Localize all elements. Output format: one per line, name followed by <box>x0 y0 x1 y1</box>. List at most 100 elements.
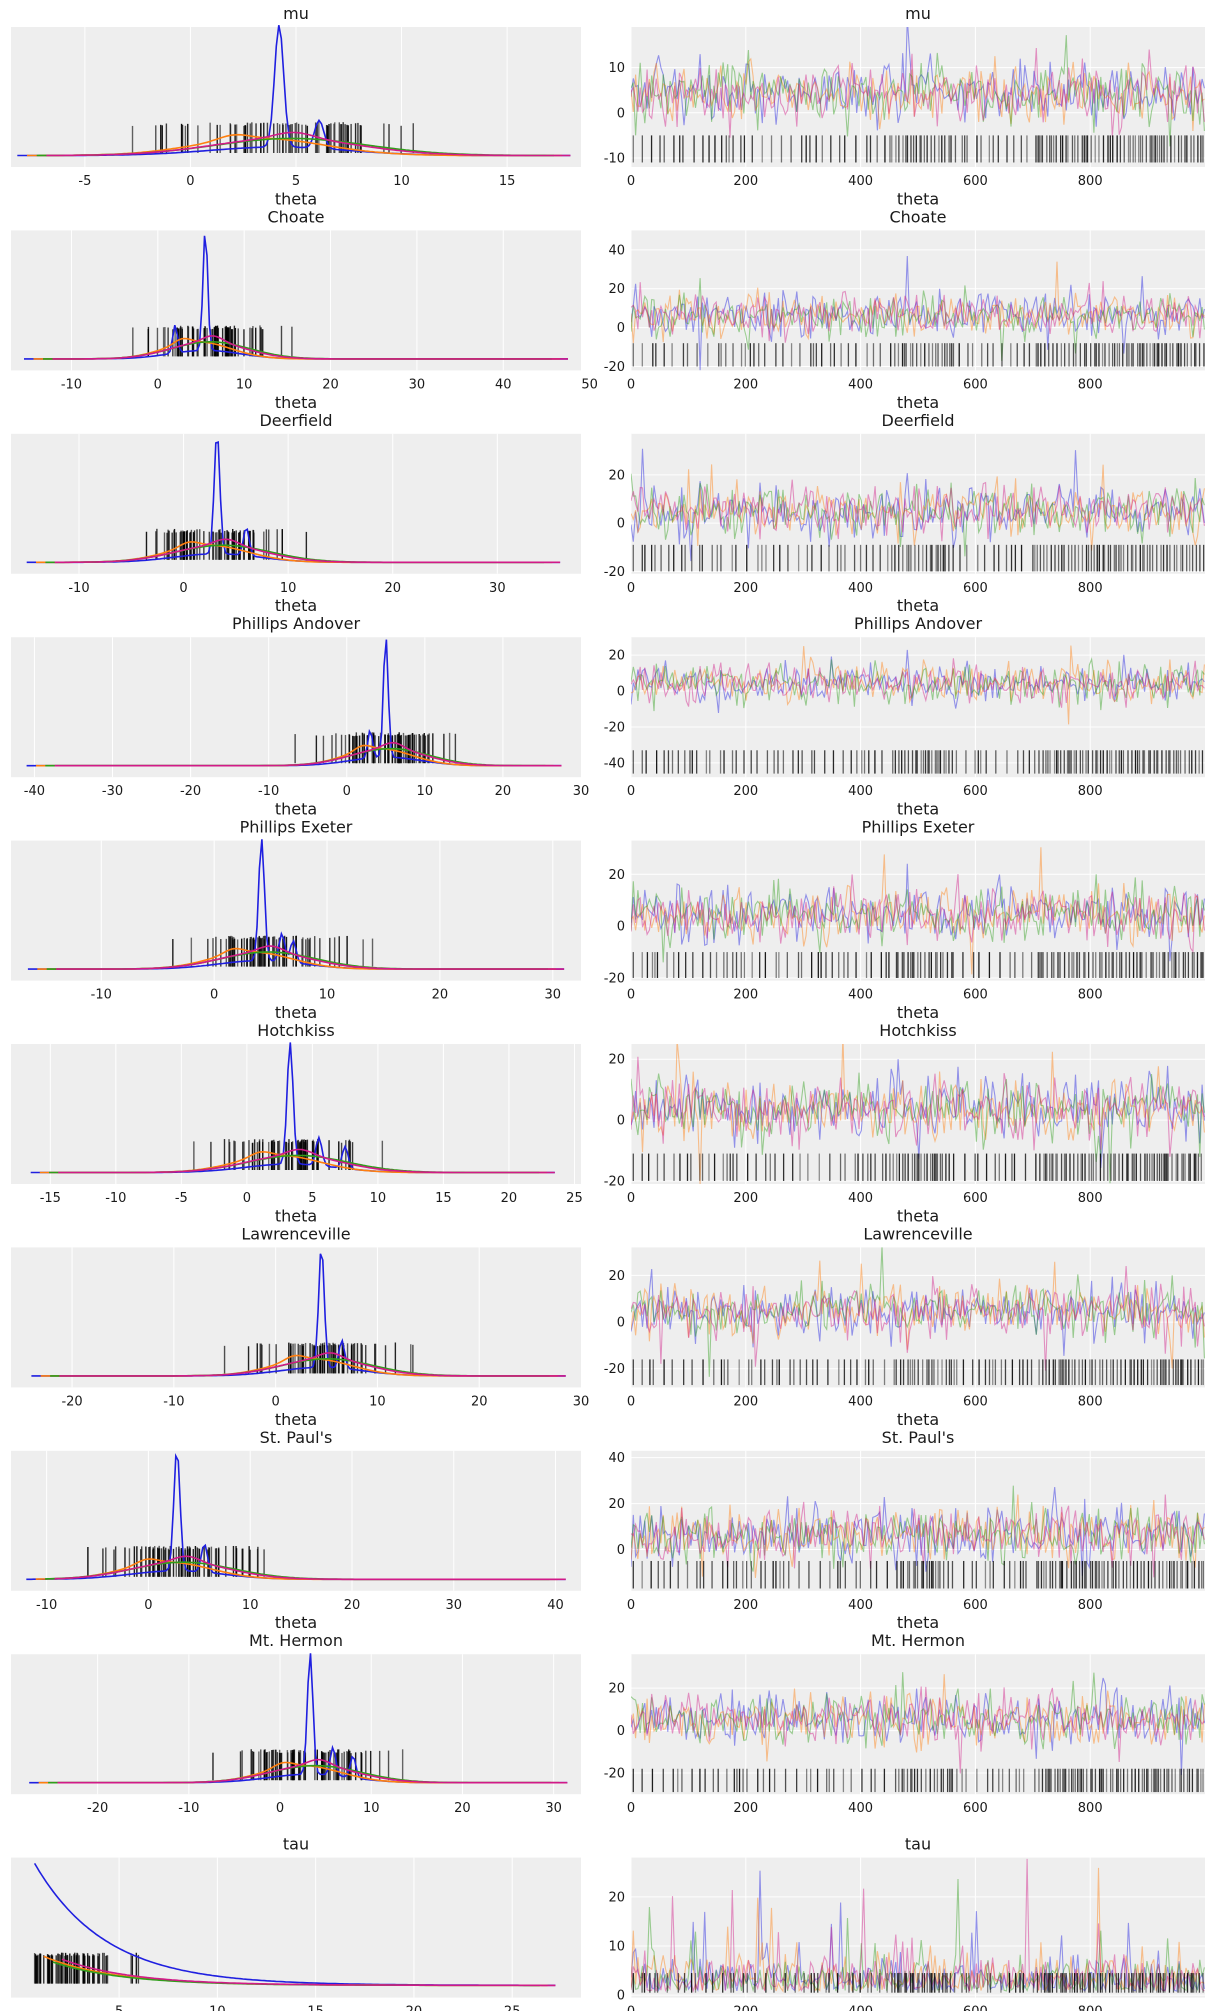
trace-rug <box>632 544 1205 572</box>
trace-chain-3 <box>631 281 1205 343</box>
y-tick-label: 20 <box>608 1053 625 1068</box>
x-tick-label: 5 <box>115 2005 123 2011</box>
trace-lines <box>631 27 1205 147</box>
trace-chain-1 <box>631 847 1205 975</box>
x-tick-label: 200 <box>733 1191 758 1206</box>
x-tick-label: 600 <box>963 581 988 596</box>
x-tick-label: 0 <box>210 988 218 1003</box>
x-tick-label: 800 <box>1078 784 1103 799</box>
x-tick-label: 600 <box>963 174 988 189</box>
x-tick-label: 40 <box>495 377 512 392</box>
trace-lines <box>631 1247 1205 1377</box>
subplot-title: Hotchkiss <box>257 1021 334 1040</box>
trace-chain-2 <box>631 657 1205 712</box>
kde-curve-chain-3 <box>54 741 562 767</box>
y-tick-label: 0 <box>617 1114 625 1129</box>
y-tick-label: 40 <box>608 1451 625 1466</box>
subplot-title: theta <box>275 800 317 819</box>
trace-chain-2 <box>631 874 1205 963</box>
trace-lines <box>631 255 1205 371</box>
kde-panel-background <box>11 1044 581 1184</box>
x-tick-label: 30 <box>545 1801 562 1816</box>
trace-chain-0 <box>631 1268 1205 1356</box>
subplot-title: tau <box>283 1835 309 1854</box>
y-tick-label: 20 <box>608 282 625 297</box>
y-tick-label: -40 <box>604 756 625 771</box>
trace-chain-2 <box>631 1247 1205 1377</box>
y-tick-label: 0 <box>617 321 625 336</box>
y-tick-label: 10 <box>608 61 625 76</box>
trace-chain-2 <box>631 1672 1205 1750</box>
subplot-title: Lawrenceville <box>863 1224 972 1243</box>
subplot-title: Choate <box>889 207 946 226</box>
trace-chain-1 <box>631 1044 1205 1184</box>
subplot-title: theta <box>275 1613 317 1632</box>
x-tick-label: 400 <box>848 1598 873 1613</box>
subplot-title: theta <box>897 1206 939 1225</box>
x-tick-label: 800 <box>1078 174 1103 189</box>
subplot-title: theta <box>897 393 939 412</box>
trace-rug <box>632 1153 1202 1181</box>
subplot-title: Phillips Andover <box>232 614 360 633</box>
kde-panel-background <box>11 433 581 574</box>
trace-chain-0 <box>631 27 1205 131</box>
kde-panel-background <box>11 230 581 371</box>
kde-panel-background <box>11 1450 581 1591</box>
x-tick-label: -20 <box>61 1394 82 1409</box>
x-tick-label: 10 <box>417 784 434 799</box>
x-tick-label: 20 <box>454 1801 471 1816</box>
x-tick-label: -10 <box>105 1191 126 1206</box>
x-tick-label: 600 <box>963 1801 988 1816</box>
x-tick-label: 20 <box>501 1191 518 1206</box>
subplot-title: theta <box>897 1613 939 1632</box>
subplot-title: theta <box>275 596 317 615</box>
x-tick-label: 20 <box>432 988 449 1003</box>
x-tick-label: 25 <box>566 1191 583 1206</box>
x-tick-label: 600 <box>963 377 988 392</box>
x-tick-label: 200 <box>733 1598 758 1613</box>
trace-chain-2 <box>631 1485 1205 1572</box>
subplot-title: St. Paul's <box>260 1428 333 1447</box>
trace-rug <box>632 1560 1205 1589</box>
trace-chain-1 <box>631 1494 1205 1578</box>
y-tick-label: -20 <box>604 1174 625 1189</box>
trace-chain-3 <box>631 658 1205 708</box>
x-tick-label: 200 <box>733 784 758 799</box>
trace-chain-0 <box>631 1677 1205 1776</box>
kde-panel-background <box>11 637 581 778</box>
trace-chain-3 <box>631 479 1205 542</box>
x-tick-label: 10 <box>242 1598 259 1613</box>
x-tick-label: 30 <box>489 581 506 596</box>
x-tick-label: 600 <box>963 2005 988 2011</box>
x-tick-label: 200 <box>733 174 758 189</box>
x-tick-label: -10 <box>91 988 112 1003</box>
trace-chain-3 <box>631 1265 1205 1371</box>
trace-chain-0 <box>631 649 1205 714</box>
subplot-title: Hotchkiss <box>879 1021 956 1040</box>
kde-rug <box>33 1952 140 1984</box>
x-tick-label: 0 <box>627 174 635 189</box>
y-tick-label: 10 <box>608 1940 625 1955</box>
trace-chain-1 <box>631 261 1205 343</box>
x-tick-label: 0 <box>179 581 187 596</box>
trace-chain-3 <box>631 1056 1205 1157</box>
x-tick-label: 400 <box>848 988 873 1003</box>
trace-panel-background <box>631 637 1205 778</box>
subplot-title: St. Paul's <box>882 1428 955 1447</box>
subplot-title: theta <box>897 800 939 819</box>
subplot-title: theta <box>275 1003 317 1022</box>
trace-chain-1 <box>631 56 1205 132</box>
y-tick-label: 0 <box>617 1316 625 1331</box>
kde-panel-background <box>11 1857 581 1998</box>
x-tick-label: 0 <box>272 1394 280 1409</box>
kde-curve-chain-3 <box>52 335 568 360</box>
trace-chain-0 <box>631 448 1205 562</box>
x-tick-label: 10 <box>370 1191 387 1206</box>
kde-curve-chain-3 <box>56 945 565 970</box>
x-tick-label: 0 <box>627 988 635 1003</box>
trace-chain-1 <box>631 645 1205 725</box>
x-tick-label: 25 <box>504 2005 521 2011</box>
